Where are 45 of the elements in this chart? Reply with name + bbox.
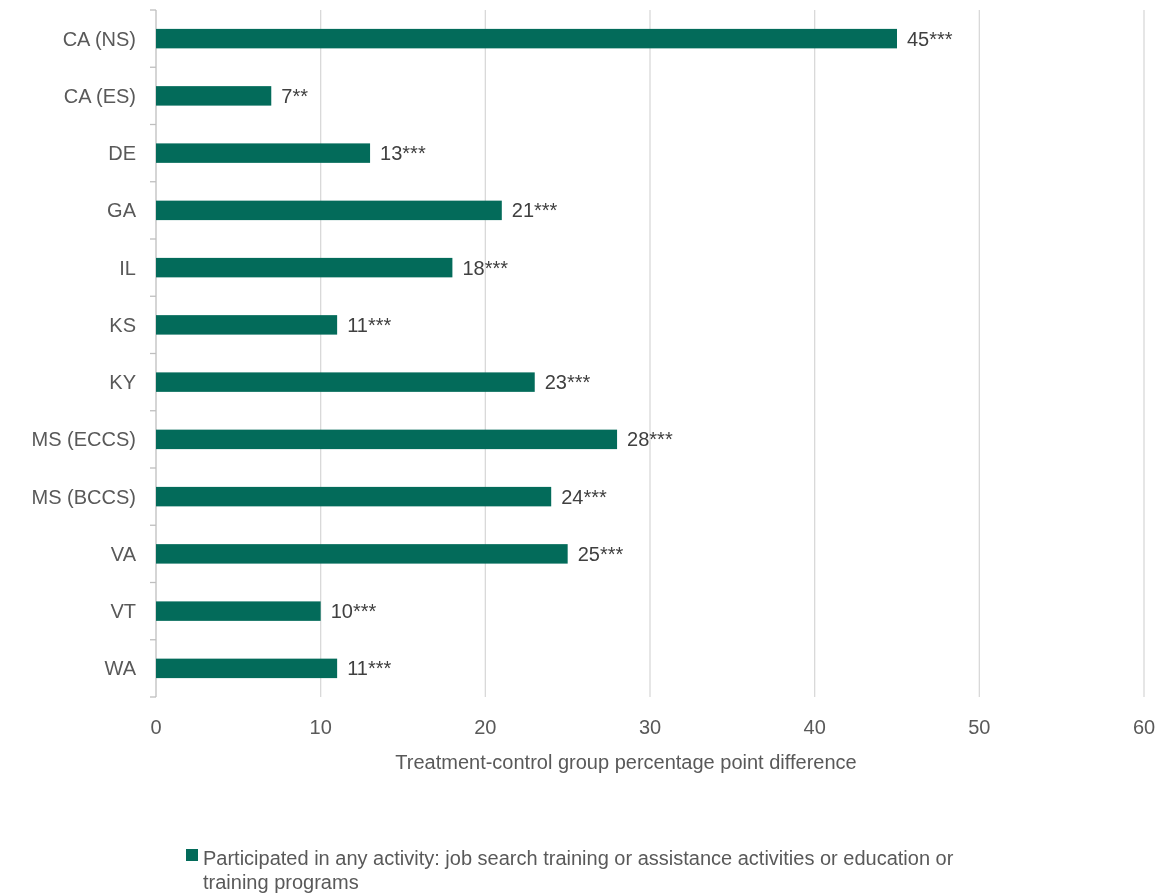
bar <box>156 372 535 392</box>
y-tick-label: IL <box>119 256 136 279</box>
y-tick-label: KS <box>109 313 136 336</box>
bar <box>156 486 552 507</box>
x-tick-label: 50 <box>968 716 991 738</box>
y-tick-label: KY <box>109 371 136 394</box>
data-label: 11*** <box>347 313 392 336</box>
y-tick-label: GA <box>107 199 137 222</box>
data-label: 13*** <box>380 142 426 165</box>
x-tick-label: 60 <box>1132 716 1156 738</box>
x-tick-label: 20 <box>474 716 497 738</box>
bar <box>156 429 618 450</box>
y-tick-label: MS (ECCS) <box>31 428 136 451</box>
bar <box>156 601 321 621</box>
y-tick-label: MS (BCCS) <box>31 485 136 508</box>
data-label: 23*** <box>544 371 591 394</box>
y-tick-label: DE <box>108 142 136 165</box>
bar <box>156 28 897 49</box>
y-tick-label: VA <box>110 542 137 565</box>
bar <box>156 658 338 679</box>
legend-label: Participated in any activity: job search training or assistance activities or education or training programs <box>203 847 954 893</box>
data-label: 28*** <box>627 428 673 451</box>
data-label: 24*** <box>561 485 608 508</box>
bar <box>156 200 502 221</box>
bar <box>156 143 371 163</box>
data-label: 11*** <box>347 657 392 680</box>
x-tick-label: 30 <box>638 716 662 738</box>
data-label: 10*** <box>330 600 377 623</box>
bar <box>156 315 338 335</box>
data-label: 21*** <box>511 199 558 222</box>
data-label: 25*** <box>577 542 624 565</box>
y-tick-label: VT <box>110 600 136 623</box>
bar <box>156 257 453 278</box>
data-label: 18*** <box>462 256 509 279</box>
data-label: 45*** <box>907 27 953 50</box>
x-tick-label: 10 <box>309 716 332 738</box>
x-axis-title: Treatment-control group percentage point difference <box>395 751 857 773</box>
bar <box>156 86 272 106</box>
y-tick-label: WA <box>104 657 137 680</box>
x-tick-label: 0 <box>150 716 162 738</box>
y-tick-label: CA (ES) <box>63 84 136 107</box>
x-tick-label: 40 <box>803 716 826 738</box>
bar <box>156 544 568 564</box>
data-label: 7** <box>281 84 309 107</box>
y-tick-label: CA (NS) <box>62 27 136 50</box>
